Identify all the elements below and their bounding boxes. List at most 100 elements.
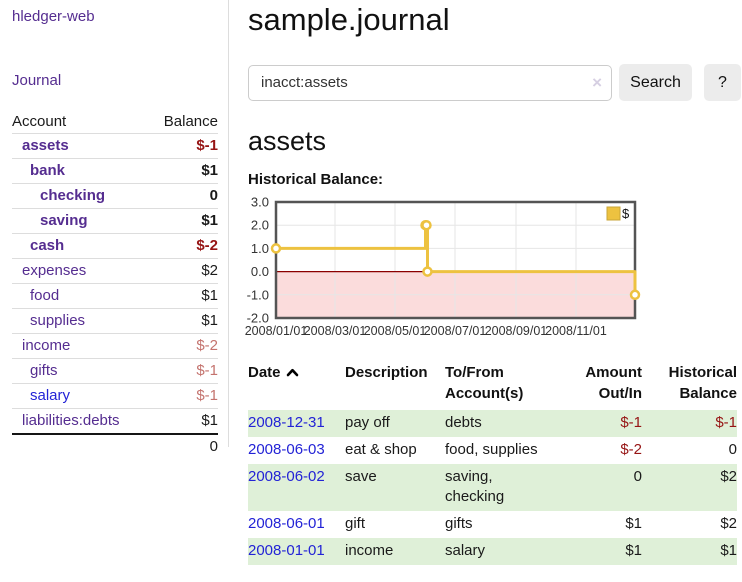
sidebar: hledger-web Journal Account Balance asse… (0, 0, 229, 565)
sort-ascending-icon (286, 368, 298, 377)
search-box: × (248, 64, 612, 101)
account-link[interactable]: cash (30, 237, 65, 254)
register-row: 2008-12-31 pay off debts $-1 $-1 (248, 410, 737, 437)
account-balance: 0 (148, 183, 218, 209)
account-link[interactable]: bank (30, 162, 66, 179)
account-row: supplies $1 (12, 308, 218, 334)
transaction-accounts: saving, checking (445, 468, 505, 505)
transaction-description: eat & shop (345, 441, 417, 458)
transaction-description: pay off (345, 414, 390, 431)
account-link[interactable]: saving (40, 212, 88, 229)
svg-text:2008/11/01: 2008/11/01 (545, 324, 607, 338)
register-row: 2008-06-01 gift gifts $1 $2 (248, 511, 737, 538)
description-column-header: Description (345, 364, 428, 381)
account-row: saving $1 (12, 208, 218, 234)
account-link[interactable]: salary (30, 387, 71, 404)
transaction-date-link[interactable]: 2008-06-03 (248, 441, 325, 458)
account-link[interactable]: income (22, 337, 71, 354)
sidebar-item-journal[interactable]: Journal (12, 72, 62, 89)
svg-text:2008/03/01: 2008/03/01 (304, 324, 367, 338)
account-link[interactable]: food (30, 287, 60, 304)
account-balance: $2 (148, 258, 218, 284)
main-content: sample.journal × Search ? assets Histori… (229, 0, 742, 565)
amount-column-header: Amount Out/In (585, 364, 642, 402)
transaction-accounts: debts (445, 414, 482, 431)
historical-balance-chart: $3.0 2.0 1.0 0.0 -1.0 -2.02008/01/012008/03/0… (245, 195, 641, 338)
svg-text:2008/01/01: 2008/01/01 (245, 324, 308, 338)
transaction-description: income (345, 542, 394, 559)
account-row: bank $1 (12, 158, 218, 184)
register-header-row: Date Description To/From Account(s) Amou… (248, 360, 737, 410)
svg-text:2008/05/01: 2008/05/01 (364, 324, 427, 338)
clear-search-icon[interactable]: × (592, 72, 602, 92)
accounts-total-value: 0 (148, 433, 218, 459)
svg-text:2008/09/01: 2008/09/01 (485, 324, 548, 338)
transaction-date-link[interactable]: 2008-06-01 (248, 515, 325, 532)
account-balance: $1 (148, 208, 218, 234)
transaction-amount: $-1 (620, 414, 642, 431)
register-row: 2008-01-01 income salary $1 $1 (248, 538, 737, 565)
account-balance: $1 (148, 283, 218, 309)
account-balance: $-1 (148, 133, 218, 159)
account-balance: $-2 (148, 233, 218, 259)
chart-title: Historical Balance: (248, 171, 384, 188)
transaction-date-link[interactable]: 2008-06-02 (248, 468, 325, 485)
account-row: food $1 (12, 283, 218, 309)
transaction-amount: $-2 (620, 441, 642, 458)
account-link[interactable]: supplies (30, 312, 86, 329)
transaction-accounts: salary (445, 542, 486, 559)
account-link[interactable]: expenses (22, 262, 87, 279)
transaction-date-link[interactable]: 2008-01-01 (248, 542, 325, 559)
transaction-accounts: gifts (445, 515, 473, 532)
accounts-column-header: Account (12, 113, 67, 130)
transaction-amount: $1 (625, 515, 642, 532)
svg-text:-2.0: -2.0 (247, 311, 269, 326)
app-title-link[interactable]: hledger-web (12, 8, 95, 25)
account-row: expenses $2 (12, 258, 218, 284)
page-title: sample.journal (248, 2, 450, 37)
accounts-total-row: 0 (12, 433, 218, 459)
account-balance: $-1 (148, 383, 218, 409)
app-layout: hledger-web Journal Account Balance asse… (0, 0, 742, 565)
date-column-header: Date (248, 360, 345, 410)
sidebar-divider (228, 0, 229, 447)
account-link[interactable]: liabilities:debts (22, 412, 120, 429)
transaction-date-link[interactable]: 2008-12-31 (248, 414, 325, 431)
account-balance: $1 (148, 408, 218, 434)
account-row: salary $-1 (12, 383, 218, 409)
svg-text:0.0: 0.0 (251, 264, 269, 279)
svg-text:3.0: 3.0 (251, 195, 269, 210)
account-link[interactable]: gifts (30, 362, 58, 379)
transaction-amount: $1 (625, 542, 642, 559)
balance-column-header: Balance (163, 113, 218, 130)
account-row: gifts $-1 (12, 358, 218, 384)
account-link[interactable]: checking (40, 187, 106, 204)
register-row: 2008-06-03 eat & shop food, supplies $-2… (248, 437, 737, 464)
account-balance: $1 (148, 158, 218, 184)
account-link[interactable]: assets (22, 137, 69, 154)
account-balance: $-1 (148, 358, 218, 384)
account-row: income $-2 (12, 333, 218, 359)
transaction-amount: 0 (633, 468, 642, 485)
account-balance: $1 (148, 308, 218, 334)
transaction-balance: $-1 (715, 414, 737, 431)
accounts-column-header: To/From Account(s) (445, 364, 524, 402)
search-button[interactable]: Search (619, 64, 692, 101)
transaction-balance: $2 (720, 468, 737, 485)
svg-text:$: $ (622, 206, 630, 221)
svg-text:-1.0: -1.0 (247, 287, 269, 302)
account-balance: $-2 (148, 333, 218, 359)
transaction-balance: 0 (728, 441, 737, 458)
transaction-accounts: food, supplies (445, 441, 538, 458)
svg-text:2.0: 2.0 (251, 218, 269, 233)
search-input[interactable] (248, 64, 612, 101)
search-form: × Search ? (248, 64, 742, 101)
transaction-balance: $1 (720, 542, 737, 559)
account-row: checking 0 (12, 183, 218, 209)
account-row: liabilities:debts $1 (12, 408, 218, 434)
transaction-description: gift (345, 515, 366, 532)
help-button[interactable]: ? (704, 64, 741, 101)
account-heading: assets (248, 126, 327, 156)
accounts-table: Account Balance assets $-1 bank $1 (12, 111, 218, 459)
transaction-balance: $2 (720, 515, 737, 532)
